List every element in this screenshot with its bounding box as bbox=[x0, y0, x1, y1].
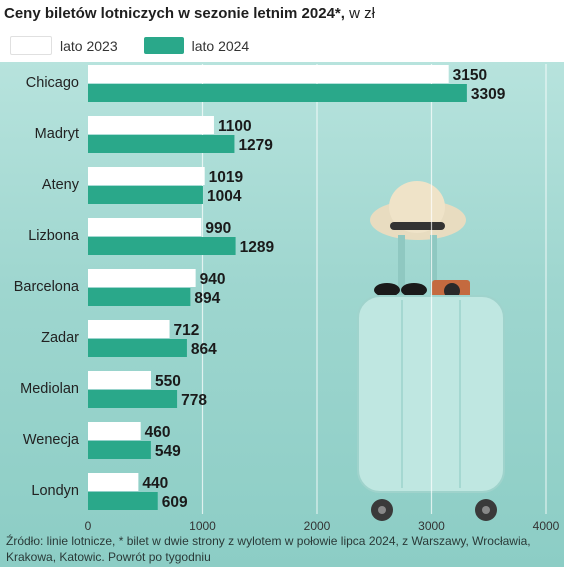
value-label-1-5: 864 bbox=[191, 341, 217, 358]
category-label-7: Wenecja bbox=[23, 432, 80, 448]
x-tick-label-2: 2000 bbox=[304, 519, 331, 533]
bar-0-4 bbox=[88, 269, 196, 287]
x-tick-label-0: 0 bbox=[85, 519, 92, 533]
legend-label-2024: lato 2024 bbox=[191, 37, 250, 54]
legend-label-2023: lato 2023 bbox=[60, 37, 118, 54]
value-label-0-5: 712 bbox=[174, 322, 200, 339]
bar-0-8 bbox=[88, 473, 139, 491]
bar-1-8 bbox=[88, 492, 158, 510]
bar-0-5 bbox=[88, 320, 170, 338]
value-label-0-2: 1019 bbox=[209, 169, 244, 186]
x-tick-label-4: 4000 bbox=[533, 519, 560, 533]
category-label-4: Barcelona bbox=[14, 279, 80, 295]
bar-0-2 bbox=[88, 167, 205, 185]
value-label-1-6: 778 bbox=[181, 392, 207, 409]
value-label-0-1: 1100 bbox=[218, 118, 252, 135]
bar-0-0 bbox=[88, 65, 449, 83]
value-label-0-0: 3150 bbox=[453, 67, 487, 84]
bar-1-5 bbox=[88, 339, 187, 357]
category-label-1: Madryt bbox=[35, 126, 79, 142]
value-label-1-2: 1004 bbox=[207, 188, 242, 205]
value-label-0-7: 460 bbox=[145, 424, 171, 441]
category-label-3: Lizbona bbox=[28, 228, 80, 244]
bar-1-7 bbox=[88, 441, 151, 459]
bar-0-7 bbox=[88, 422, 141, 440]
bar-1-1 bbox=[88, 135, 235, 153]
value-label-0-3: 990 bbox=[205, 220, 231, 237]
source-note: Źródło: linie lotnicze, * bilet w dwie s… bbox=[6, 534, 531, 564]
value-label-1-4: 894 bbox=[194, 290, 220, 307]
value-label-0-6: 550 bbox=[155, 373, 181, 390]
category-label-2: Ateny bbox=[42, 177, 80, 193]
value-label-1-0: 3309 bbox=[471, 86, 506, 103]
category-label-0: Chicago bbox=[26, 75, 79, 91]
bar-0-6 bbox=[88, 371, 151, 389]
category-label-8: Londyn bbox=[31, 483, 79, 499]
category-label-5: Zadar bbox=[41, 330, 79, 346]
value-label-1-3: 1289 bbox=[240, 239, 275, 256]
value-label-0-4: 940 bbox=[200, 271, 226, 288]
value-label-1-1: 1279 bbox=[238, 137, 273, 154]
bar-1-0 bbox=[88, 84, 467, 102]
category-label-6: Mediolan bbox=[20, 381, 79, 397]
bar-0-1 bbox=[88, 116, 214, 134]
legend: lato 2023 lato 2024 bbox=[10, 36, 275, 55]
x-tick-label-1: 1000 bbox=[189, 519, 216, 533]
value-label-1-7: 549 bbox=[155, 443, 181, 460]
bar-1-6 bbox=[88, 390, 178, 408]
legend-item-2024: lato 2024 bbox=[143, 37, 250, 54]
bar-1-3 bbox=[88, 237, 236, 255]
x-tick-label-3: 3000 bbox=[418, 519, 445, 533]
chart-title: Ceny biletów lotniczych w sezonie letnim… bbox=[4, 5, 375, 22]
legend-item-2023: lato 2023 bbox=[10, 36, 118, 55]
legend-swatch-2024 bbox=[143, 37, 184, 54]
legend-swatch-2023 bbox=[10, 36, 52, 55]
value-label-0-8: 440 bbox=[142, 475, 168, 492]
bar-1-4 bbox=[88, 288, 191, 306]
value-label-1-8: 609 bbox=[162, 494, 188, 511]
bar-1-2 bbox=[88, 186, 203, 204]
bar-0-3 bbox=[88, 218, 202, 236]
